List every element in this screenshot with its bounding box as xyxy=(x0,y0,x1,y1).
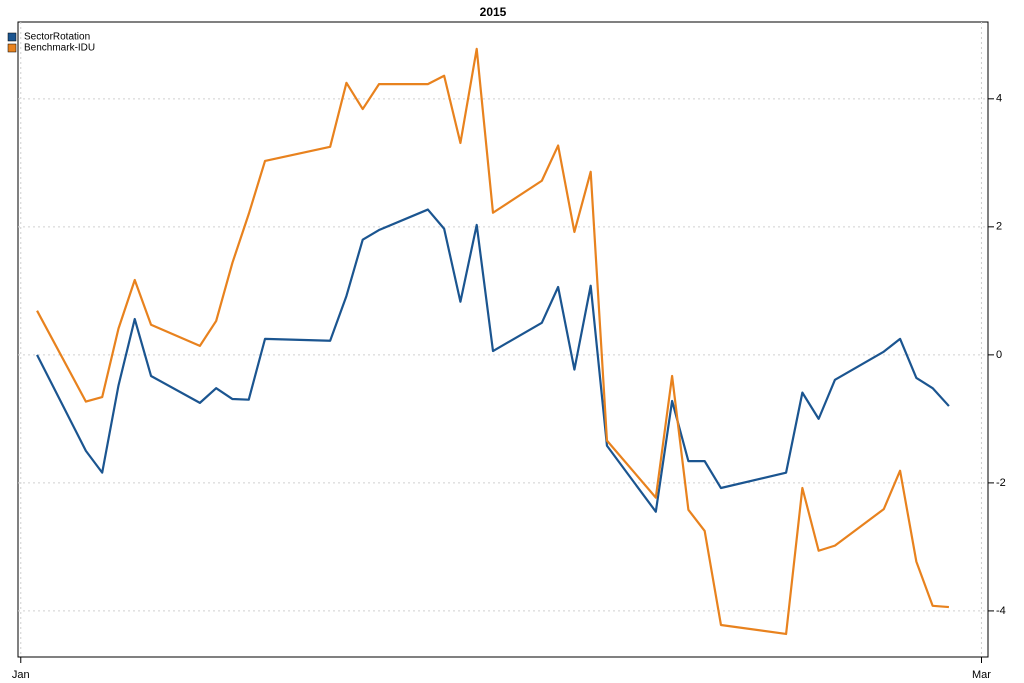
legend-key xyxy=(7,43,17,53)
series-line xyxy=(36,208,950,513)
y-tick-label: -4 xyxy=(996,605,1006,617)
plot-frame xyxy=(17,21,989,658)
y-tick-label: 0 xyxy=(996,349,1002,361)
y-tick-label: 2 xyxy=(996,221,1002,233)
x-tick-label: Mar xyxy=(972,669,991,681)
y-tick-label: -2 xyxy=(996,477,1006,489)
legend-label: SectorRotation xyxy=(24,32,90,43)
legend-label: Benchmark-IDU xyxy=(24,43,95,54)
x-tick-label: Jan xyxy=(12,669,30,681)
chart-title: 2015 xyxy=(480,5,507,19)
y-tick-label: 4 xyxy=(996,93,1002,105)
series-line xyxy=(36,47,950,636)
legend-key xyxy=(7,32,17,42)
